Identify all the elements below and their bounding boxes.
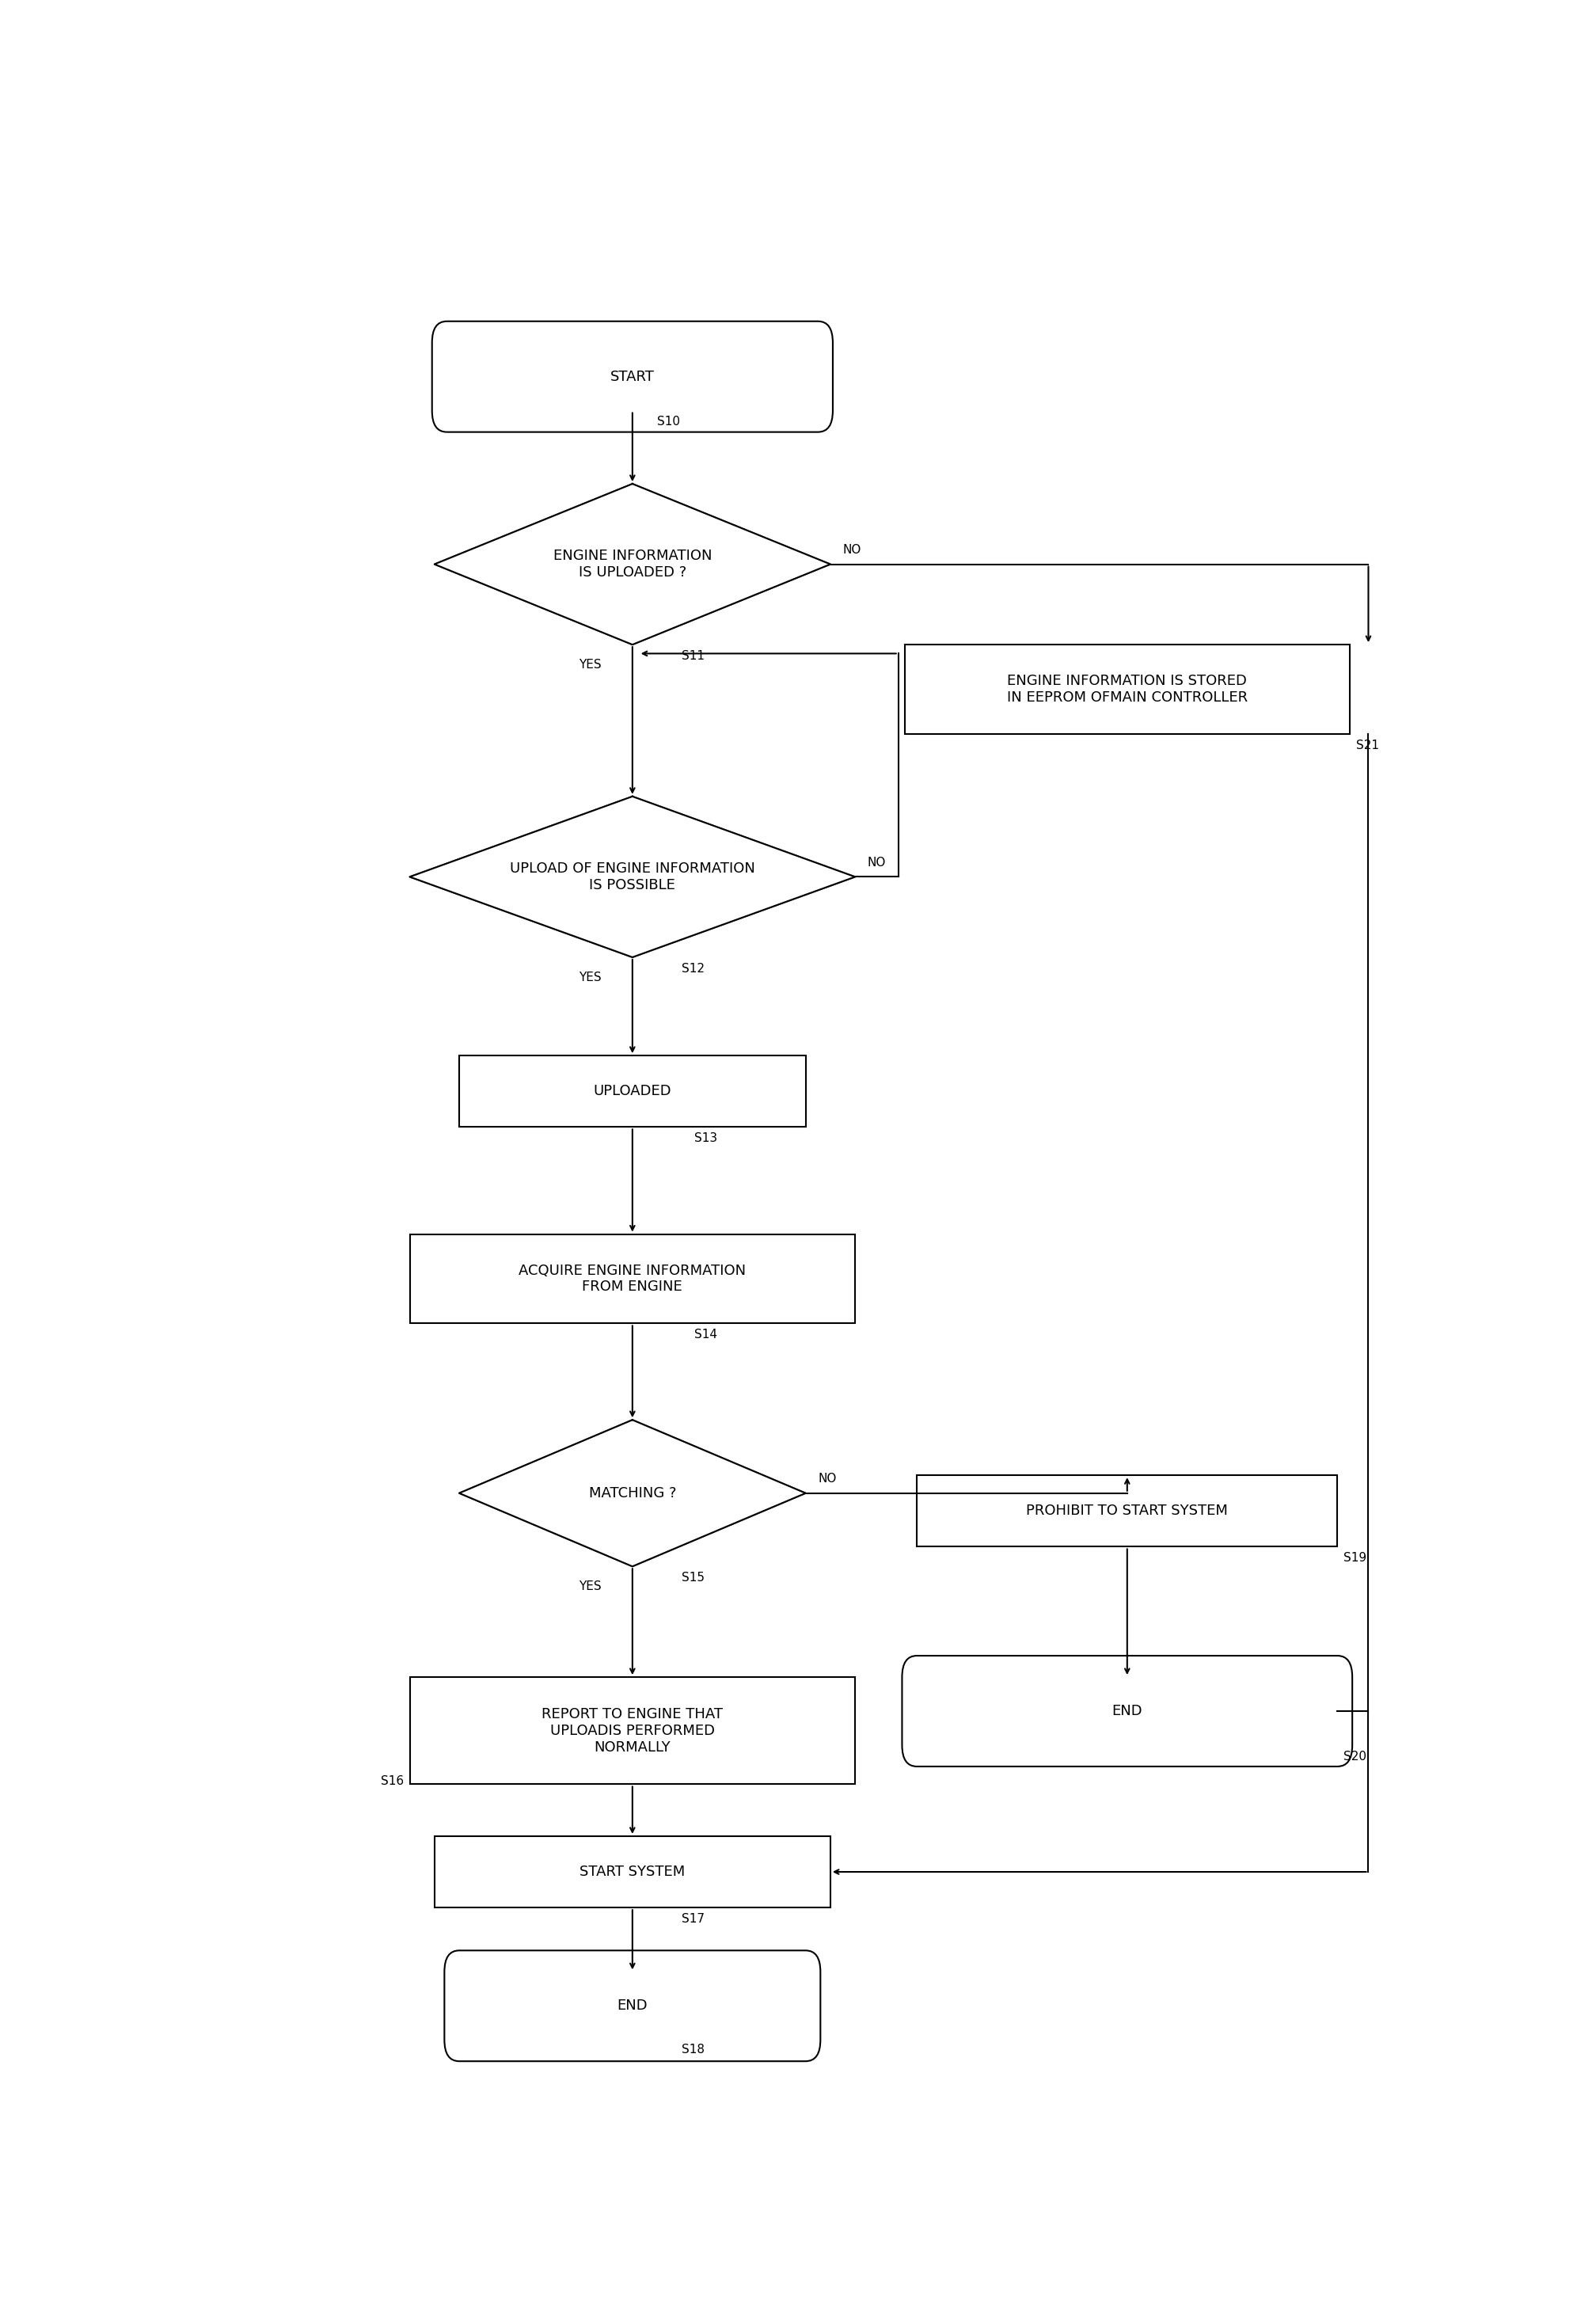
Text: S13: S13: [694, 1132, 717, 1144]
Text: UPLOAD OF ENGINE INFORMATION
IS POSSIBLE: UPLOAD OF ENGINE INFORMATION IS POSSIBLE: [509, 861, 755, 893]
Text: ACQUIRE ENGINE INFORMATION
FROM ENGINE: ACQUIRE ENGINE INFORMATION FROM ENGINE: [519, 1264, 745, 1295]
Text: UPLOADED: UPLOADED: [594, 1083, 672, 1097]
Text: NO: NO: [843, 543, 862, 557]
Text: END: END: [618, 2000, 648, 2014]
FancyBboxPatch shape: [902, 1656, 1352, 1766]
Text: S21: S21: [1357, 740, 1379, 752]
FancyBboxPatch shape: [410, 1234, 855, 1322]
Text: NO: NO: [817, 1473, 836, 1485]
Text: NO: NO: [868, 856, 886, 868]
Text: YES: YES: [579, 659, 602, 670]
Text: END: END: [1112, 1703, 1143, 1719]
Text: S16: S16: [380, 1775, 404, 1786]
Polygon shape: [434, 485, 830, 645]
Text: MATCHING ?: MATCHING ?: [589, 1487, 677, 1501]
Text: S17: S17: [681, 1914, 705, 1926]
Text: START: START: [610, 369, 654, 383]
Polygon shape: [460, 1420, 806, 1566]
Text: START SYSTEM: START SYSTEM: [579, 1865, 685, 1879]
Text: S11: S11: [681, 650, 705, 661]
FancyBboxPatch shape: [434, 1835, 830, 1907]
FancyBboxPatch shape: [916, 1476, 1337, 1547]
Text: S15: S15: [681, 1571, 705, 1585]
FancyBboxPatch shape: [433, 320, 833, 432]
Text: PROHIBIT TO START SYSTEM: PROHIBIT TO START SYSTEM: [1026, 1503, 1227, 1517]
FancyBboxPatch shape: [905, 645, 1350, 733]
Polygon shape: [410, 796, 855, 958]
Text: S20: S20: [1344, 1749, 1366, 1763]
FancyBboxPatch shape: [444, 1951, 820, 2060]
Text: YES: YES: [579, 1580, 602, 1592]
Text: YES: YES: [579, 972, 602, 984]
FancyBboxPatch shape: [410, 1677, 855, 1784]
Text: S14: S14: [694, 1329, 717, 1341]
Text: ENGINE INFORMATION
IS UPLOADED ?: ENGINE INFORMATION IS UPLOADED ?: [554, 550, 712, 580]
Text: S18: S18: [681, 2044, 705, 2056]
Text: REPORT TO ENGINE THAT
UPLOADIS PERFORMED
NORMALLY: REPORT TO ENGINE THAT UPLOADIS PERFORMED…: [541, 1708, 723, 1754]
Text: S12: S12: [681, 963, 705, 974]
Text: S19: S19: [1344, 1552, 1366, 1564]
Text: S10: S10: [658, 415, 680, 427]
FancyBboxPatch shape: [460, 1056, 806, 1128]
Text: ENGINE INFORMATION IS STORED
IN EEPROM OFMAIN CONTROLLER: ENGINE INFORMATION IS STORED IN EEPROM O…: [1007, 673, 1248, 705]
